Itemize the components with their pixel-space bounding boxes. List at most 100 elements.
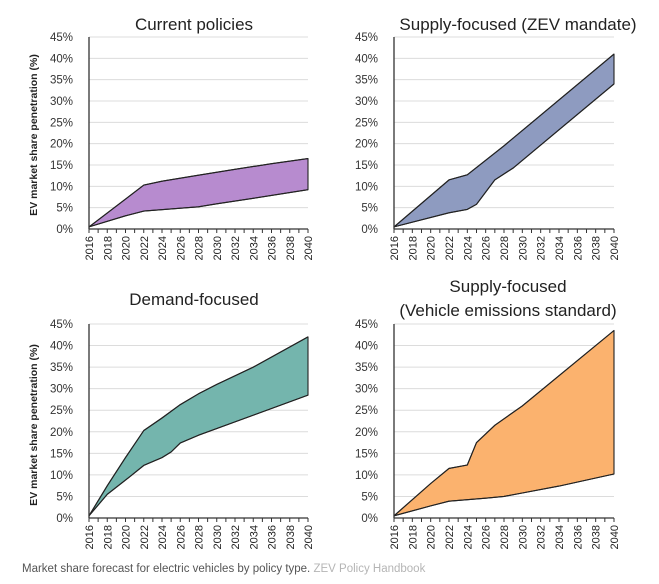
y-tick-label: 0% [361,513,378,525]
y-tick-label: 5% [361,491,378,503]
x-tick-label: 2038 [285,525,297,549]
y-tick-label: 40% [355,53,378,65]
x-tick-label: 2028 [194,525,206,549]
x-tick-label: 2016 [389,525,401,549]
y-tick-label: 15% [50,448,73,460]
y-tick-label: 30% [50,96,73,108]
x-tick-label: 2020 [121,236,133,260]
y-tick-label: 15% [355,448,378,460]
y-tick-label: 10% [50,470,73,482]
x-tick-label: 2024 [462,525,474,549]
x-tick-label: 2018 [102,525,114,549]
y-tick-label: 40% [50,341,73,353]
x-tick-label: 2026 [175,236,187,260]
y-tick-label: 20% [50,427,73,439]
y-axis-label: EV market share penetration (%) [28,54,40,216]
chart-title: Current policies [135,15,253,34]
x-tick-label: 2038 [591,525,603,549]
x-tick-label: 2018 [407,236,419,260]
x-tick-label: 2040 [609,236,621,260]
x-tick-label: 2016 [389,236,401,260]
y-tick-label: 10% [355,470,378,482]
chart-demand: Demand-focused EV market share penetratio… [28,290,315,549]
x-tick-label: 2020 [121,525,133,549]
chart-title: (Vehicle emissions standard) [399,301,616,320]
x-tick-label: 2030 [517,525,529,549]
y-tick-label: 25% [50,117,73,129]
x-tick-label: 2040 [303,236,315,260]
chart-title: Supply-focused [449,277,566,296]
chart-title: Supply-focused (ZEV mandate) [399,15,636,34]
y-tick-label: 45% [355,32,378,44]
x-tick-label: 2032 [230,236,242,260]
y-tick-label: 20% [50,139,73,151]
y-tick-label: 15% [355,160,378,172]
chart-title: Demand-focused [129,290,258,309]
y-tick-label: 25% [355,117,378,129]
caption-source-link[interactable]: ZEV Policy Handbook [313,563,426,575]
x-tick-label: 2016 [84,525,96,549]
x-tick-label: 2022 [139,236,151,260]
y-tick-label: 0% [56,513,73,525]
y-tick-label: 25% [355,405,378,417]
chart-current: Current policies EV market share penetrat… [28,15,315,260]
x-tick-label: 2024 [462,236,474,260]
x-tick-label: 2034 [248,236,260,260]
series-lower-line [393,83,615,228]
x-tick-label: 2038 [285,236,297,260]
x-tick-label: 2028 [499,236,511,260]
figure-caption: Market share forecast for electric vehic… [22,563,425,575]
y-tick-label: 5% [56,491,73,503]
chart-zev: Supply-focused (ZEV mandate) 0% 5% 10% 15% 20… [355,15,637,260]
y-tick-label: 0% [56,224,73,236]
x-tick-label: 2040 [609,525,621,549]
x-tick-label: 2020 [426,525,438,549]
x-tick-label: 2016 [84,236,96,260]
series-upper-line [393,330,615,517]
y-tick-label: 5% [56,203,73,215]
y-tick-label: 35% [355,75,378,87]
x-tick-label: 2030 [517,236,529,260]
x-tick-label: 2040 [303,525,315,549]
y-tick-label: 40% [355,341,378,353]
y-axis-label: EV market share penetration (%) [28,344,40,506]
series-lower-line [393,473,615,517]
y-tick-label: 20% [355,139,378,151]
y-tick-label: 10% [355,181,378,193]
x-tick-label: 2038 [591,236,603,260]
series-upper-line [88,336,309,517]
y-tick-label: 30% [355,384,378,396]
x-tick-label: 2026 [481,236,493,260]
y-tick-label: 30% [355,96,378,108]
y-tick-label: 20% [355,427,378,439]
y-tick-label: 5% [361,203,378,215]
y-tick-label: 35% [50,362,73,374]
x-tick-label: 2036 [267,236,279,260]
x-tick-label: 2024 [157,525,169,549]
x-tick-label: 2032 [230,525,242,549]
x-tick-label: 2030 [212,525,224,549]
y-tick-label: 30% [50,384,73,396]
x-tick-label: 2036 [572,236,584,260]
chart-emissions: Supply-focused (Vehicle emissions standar… [355,277,621,549]
forecast-range-area [88,336,309,517]
x-tick-label: 2036 [267,525,279,549]
caption-text: Market share forecast for electric vehic… [22,563,311,575]
x-tick-label: 2030 [212,236,224,260]
y-tick-label: 10% [50,181,73,193]
x-tick-label: 2032 [536,236,548,260]
x-tick-label: 2032 [536,525,548,549]
x-tick-label: 2020 [426,236,438,260]
y-tick-label: 40% [50,53,73,65]
x-tick-label: 2036 [572,525,584,549]
x-tick-label: 2034 [248,525,260,549]
y-tick-label: 45% [50,32,73,44]
y-tick-label: 25% [50,405,73,417]
series-upper-line [88,158,309,228]
y-tick-label: 35% [355,362,378,374]
y-tick-label: 0% [361,224,378,236]
x-tick-label: 2022 [444,236,456,260]
x-tick-label: 2028 [194,236,206,260]
x-tick-label: 2034 [554,525,566,549]
x-tick-label: 2026 [481,525,493,549]
